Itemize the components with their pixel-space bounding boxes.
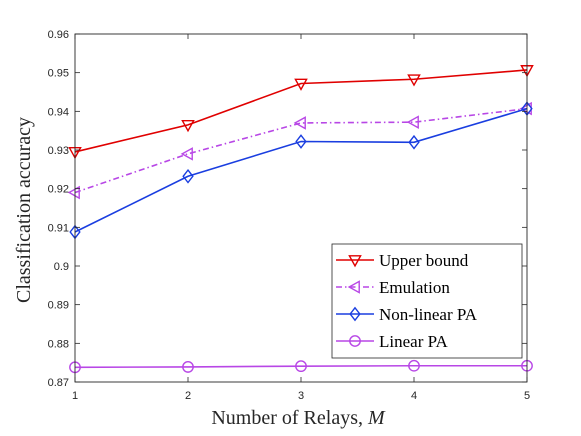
data-point	[408, 359, 420, 372]
data-point	[180, 147, 193, 161]
series-line	[74, 69, 528, 153]
data-point	[182, 168, 194, 184]
data-point	[407, 74, 421, 87]
x-axis-label: Number of Relays, M	[211, 407, 386, 429]
y-tick-label: 0.93	[48, 145, 69, 157]
legend-marker	[349, 306, 361, 322]
series-2	[69, 101, 533, 240]
legend-entry-2: Non-linear PA	[336, 305, 478, 324]
data-point	[406, 115, 419, 129]
y-tick-label: 0.94	[48, 106, 69, 118]
series-3	[69, 359, 533, 374]
data-point	[293, 116, 306, 130]
y-tick-label: 0.88	[48, 338, 69, 350]
data-point	[294, 78, 308, 91]
legend-label: Non-linear PA	[379, 305, 478, 324]
x-tick-label: 5	[524, 390, 530, 402]
data-point	[67, 185, 80, 200]
legend-label: Linear PA	[379, 332, 449, 351]
x-tick-label: 2	[185, 390, 191, 402]
legend-box	[331, 243, 523, 359]
legend-marker	[349, 335, 361, 347]
legend-entry-1: Emulation	[336, 278, 450, 297]
data-point	[181, 119, 195, 133]
y-tick-label: 0.87	[48, 377, 69, 389]
y-tick-label: 0.96	[48, 29, 69, 41]
legend-label: Upper bound	[379, 251, 469, 270]
y-tick-label: 0.91	[48, 222, 69, 234]
x-axis-label-variable: M	[367, 407, 386, 429]
y-tick-label: 0.9	[54, 261, 69, 273]
data-point	[295, 360, 307, 373]
y-axis-label: Classification accuracy	[13, 117, 35, 303]
legend-marker	[347, 280, 360, 294]
legend-marker	[348, 255, 362, 268]
legend: Upper bound Emulation Non-linear PA Linear …	[331, 243, 523, 359]
axes-layer: 1 2 3 4 5 0.87 0.88 0.89 0.9 0.91 0.92 0.93 0.94 0.95…	[48, 29, 530, 402]
series-line	[74, 107, 528, 233]
series-line	[74, 107, 528, 194]
y-tick-label: 0.92	[48, 184, 69, 196]
y-tick-label: 0.89	[48, 300, 69, 312]
x-tick-label: 3	[298, 390, 304, 402]
y-tick-label: 0.95	[48, 68, 69, 80]
legend-label: Emulation	[379, 278, 450, 297]
data-point	[408, 134, 420, 150]
x-tick-label: 1	[72, 390, 78, 402]
x-tick-label: 4	[411, 390, 417, 402]
legend-entry-3: Linear PA	[336, 332, 449, 351]
legend-entry-0: Upper bound	[336, 251, 469, 270]
x-axis-label-text: Number of Relays,	[211, 407, 368, 429]
data-point	[295, 134, 307, 149]
series-line	[74, 364, 527, 369]
data-point	[182, 361, 194, 373]
